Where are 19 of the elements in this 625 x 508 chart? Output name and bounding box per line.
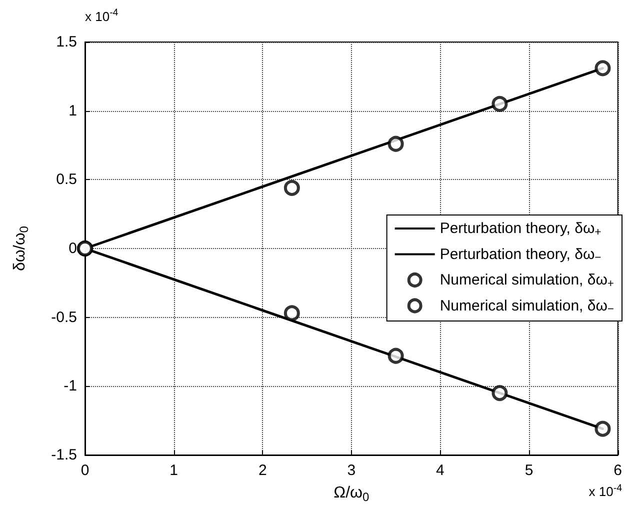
legend-label: Numerical simulation, δω−: [440, 297, 614, 316]
x-tick-label: 5: [524, 462, 534, 479]
y-tick-label: 1.5: [56, 34, 77, 50]
y-tick-label: 1: [68, 102, 77, 120]
legend-label: Perturbation theory, δω+: [440, 220, 602, 238]
y-tick-label: 0: [68, 240, 77, 257]
y-tick-label: -1.5: [51, 446, 77, 464]
legend-label: Perturbation theory, δω−: [440, 246, 602, 264]
y-tick-label: -0.5: [51, 308, 77, 326]
y-axis-title: δω/ω0: [12, 226, 31, 272]
y-tick-label: 0.5: [56, 171, 77, 188]
x-tick-label: 6: [614, 462, 622, 479]
y-tick-label: -1: [64, 378, 77, 395]
x-tick-label: 1: [170, 462, 178, 479]
legend-label: Numerical simulation, δω+: [440, 272, 614, 290]
x-tick-label: 2: [258, 462, 267, 479]
x-tick-label: 0: [80, 462, 90, 479]
x-tick-label: 3: [347, 462, 356, 479]
x-tick-label: 4: [436, 462, 444, 479]
